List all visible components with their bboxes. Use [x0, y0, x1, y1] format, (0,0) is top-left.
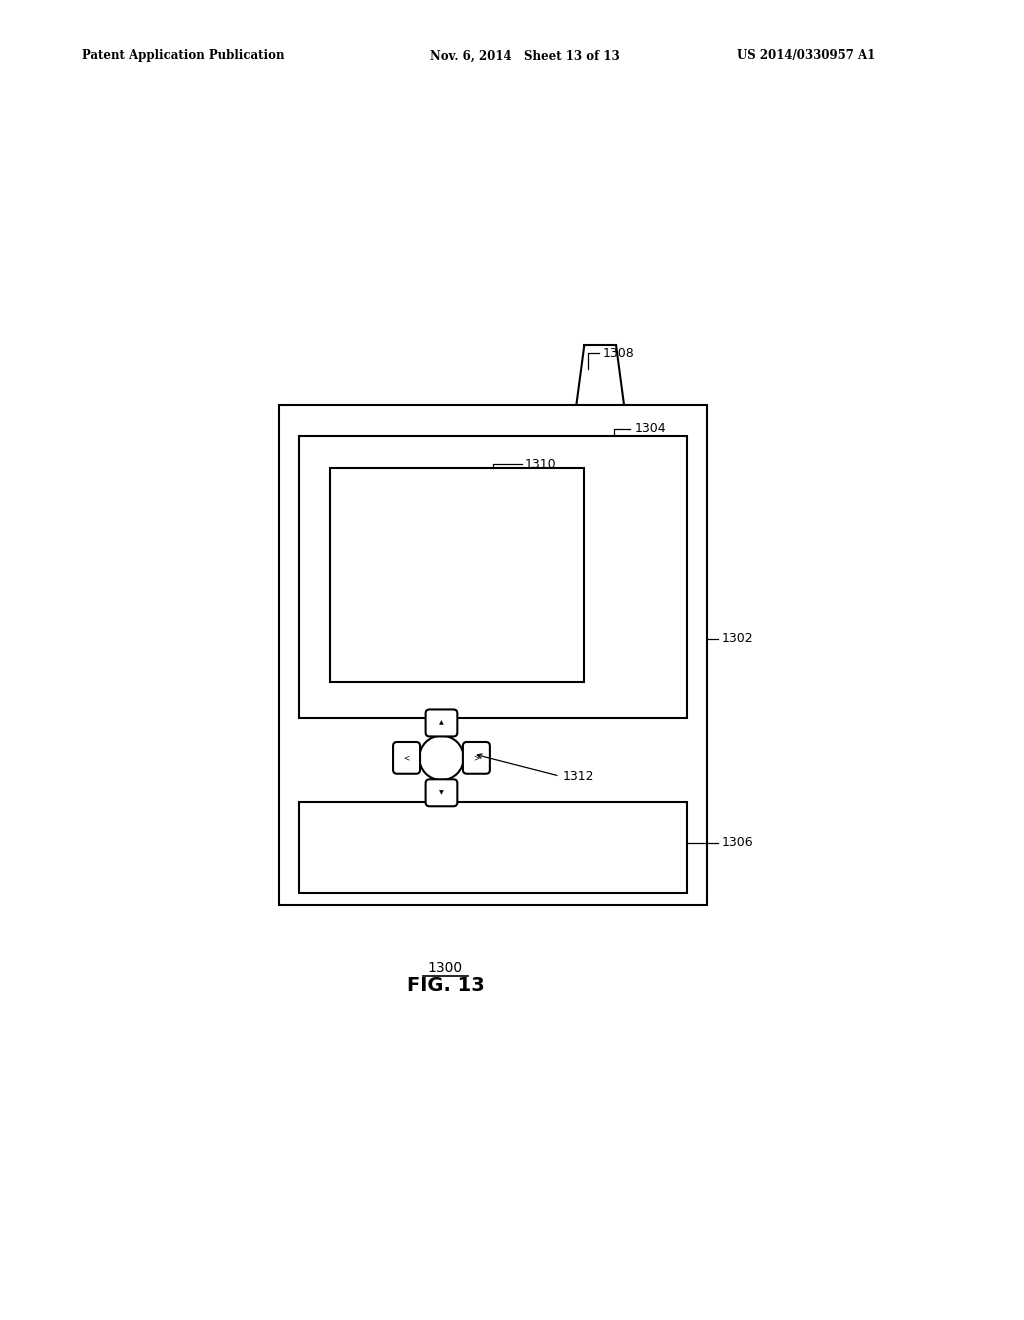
Text: ▼: ▼ [439, 791, 443, 795]
Text: 1300: 1300 [428, 961, 463, 975]
Text: 1310: 1310 [524, 458, 556, 471]
Bar [299, 801, 687, 892]
FancyBboxPatch shape [393, 742, 420, 774]
Text: 1308: 1308 [602, 347, 634, 359]
FancyBboxPatch shape [463, 742, 489, 774]
Bar [299, 437, 687, 718]
Text: <: < [403, 754, 410, 763]
Bar [279, 405, 708, 904]
Bar [331, 469, 585, 682]
Text: Patent Application Publication: Patent Application Publication [82, 49, 285, 62]
Text: 1302: 1302 [722, 632, 754, 645]
Text: 1312: 1312 [563, 770, 594, 783]
Text: >: > [473, 754, 479, 763]
FancyBboxPatch shape [426, 779, 458, 807]
Text: ▲: ▲ [439, 721, 443, 726]
Text: 1304: 1304 [634, 422, 666, 436]
FancyBboxPatch shape [426, 709, 458, 737]
Text: 1306: 1306 [722, 837, 754, 849]
Text: FIG. 13: FIG. 13 [407, 975, 484, 995]
Text: US 2014/0330957 A1: US 2014/0330957 A1 [737, 49, 876, 62]
Text: Nov. 6, 2014   Sheet 13 of 13: Nov. 6, 2014 Sheet 13 of 13 [430, 49, 620, 62]
